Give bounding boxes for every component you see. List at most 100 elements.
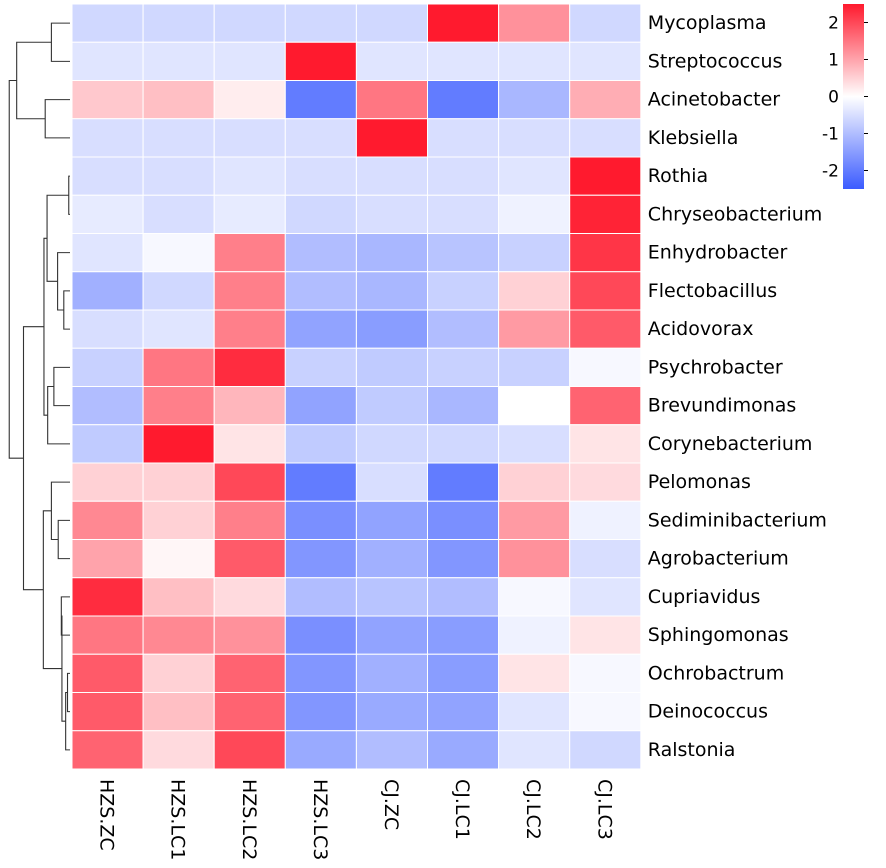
heatmap-cell [427, 271, 500, 311]
heatmap-cell [142, 194, 215, 234]
heatmap-cell [569, 271, 642, 311]
heatmap-cell [284, 80, 357, 120]
heatmap-cell [71, 424, 144, 464]
heatmap-cell [355, 730, 428, 770]
heatmap-cell [284, 386, 357, 426]
heatmap-cell [569, 577, 642, 617]
heatmap-cell [427, 386, 500, 426]
heatmap-cell [213, 347, 286, 387]
row-label: Pelomonas [648, 471, 751, 493]
heatmap-cell [213, 309, 286, 349]
dendrogram-link [44, 99, 70, 139]
heatmap-cell [142, 730, 215, 770]
heatmap-cell [284, 577, 357, 617]
heatmap-cell [142, 118, 215, 158]
dendrogram-link [63, 290, 70, 330]
heatmap-cell [284, 271, 357, 311]
heatmap-cell [213, 424, 286, 464]
column-labels: HZS.ZC HZS.LC1 HZS.LC2 HZS.LC3 CJ.ZC CJ.LC1 CJ… [96, 779, 616, 860]
heatmap-cell [142, 653, 215, 693]
heatmap-cell [142, 615, 215, 655]
column-label: CJ.LC2 [522, 779, 544, 840]
row-label: Enhydrobacter [648, 242, 788, 264]
row-label: Ralstonia [648, 739, 736, 761]
heatmap-cell [284, 424, 357, 464]
heatmap-cell [569, 500, 642, 540]
column-label: CJ.ZC [380, 779, 402, 830]
heatmap-cell [284, 347, 357, 387]
heatmap-cell [569, 462, 642, 502]
heatmap-cell [284, 500, 357, 540]
heatmap-cell [142, 347, 215, 387]
colorbar-tick-label: -2 [822, 162, 839, 182]
heatmap-cell [498, 347, 571, 387]
heatmap-cell [213, 271, 286, 311]
heatmap-cell [355, 41, 428, 81]
heatmap-cell [355, 462, 428, 502]
colorbar-tick-label: -1 [822, 125, 839, 145]
heatmap-cell [498, 692, 571, 732]
heatmap-cell [213, 539, 286, 579]
colorbar-ticks: 2 1 0 -1 -2 [822, 14, 868, 182]
heatmap-cell [71, 118, 144, 158]
heatmap-cell [284, 462, 357, 502]
heatmap-cell [284, 156, 357, 196]
heatmap-cell [427, 424, 500, 464]
heatmap-cell [498, 577, 571, 617]
heatmap-cell [498, 653, 571, 693]
heatmap-cell [71, 233, 144, 273]
heatmap-cell [355, 692, 428, 732]
heatmap-cell [569, 424, 642, 464]
heatmap-cell [71, 3, 144, 43]
row-label: Rothia [648, 165, 708, 187]
heatmap-cell [498, 615, 571, 655]
heatmap-cell [569, 233, 642, 273]
heatmap-cell [427, 309, 500, 349]
heatmap-cell [213, 730, 286, 770]
dendrogram-link [42, 510, 62, 670]
heatmap-cell [142, 539, 215, 579]
heatmap-cell [213, 577, 286, 617]
heatmap-cell [427, 692, 500, 732]
heatmap-cell [355, 3, 428, 43]
heatmap-cell [569, 347, 642, 387]
heatmap-cell [355, 347, 428, 387]
heatmap-cell [142, 577, 215, 617]
heatmap-cell [71, 386, 144, 426]
column-label: HZS.LC1 [167, 779, 189, 860]
heatmap-cell [71, 615, 144, 655]
heatmap-cell [498, 309, 571, 349]
row-label: Cupriavidus [648, 586, 761, 608]
heatmap-cell [142, 500, 215, 540]
heatmap-cell [142, 692, 215, 732]
heatmap-cell [427, 577, 500, 617]
row-label: Ochrobactrum [648, 662, 784, 684]
colorbar-tick-label: 0 [828, 88, 839, 108]
heatmap-cell [355, 577, 428, 617]
heatmap-cell [427, 653, 500, 693]
heatmap-cell [355, 539, 428, 579]
column-label: HZS.ZC [96, 779, 118, 851]
heatmap-cell [427, 156, 500, 196]
heatmap-cells [71, 3, 642, 770]
heatmap-cell [355, 80, 428, 120]
dendrogram-link [68, 175, 70, 215]
heatmap-cell [569, 539, 642, 579]
heatmap-cell [142, 309, 215, 349]
heatmap-cell [284, 615, 357, 655]
heatmap-cell [355, 156, 428, 196]
heatmap-cell [284, 118, 357, 158]
heatmap-cell [355, 233, 428, 273]
dendrogram-link [57, 519, 70, 560]
heatmap-cell [71, 41, 144, 81]
heatmap-cell [498, 80, 571, 120]
heatmap-cell [498, 271, 571, 311]
heatmap-cell [142, 80, 215, 120]
heatmap-cell [569, 386, 642, 426]
dendrogram-link [66, 672, 70, 713]
heatmap-cell [355, 424, 428, 464]
row-label: Corynebacterium [648, 433, 813, 455]
dendrogram-link [16, 41, 52, 120]
column-label: CJ.LC1 [451, 779, 473, 840]
